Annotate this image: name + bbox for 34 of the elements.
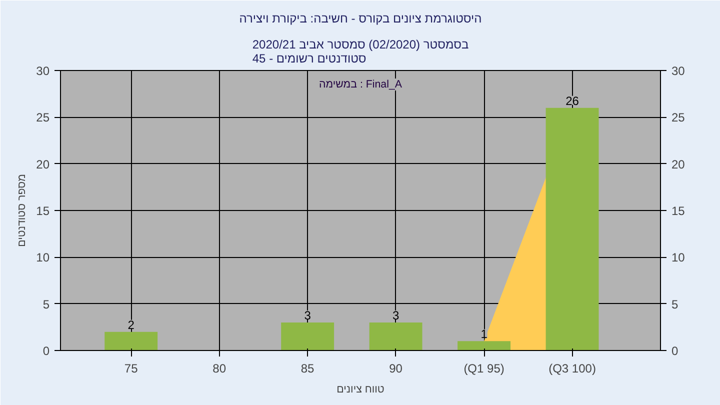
bar [369,322,422,350]
data-label: 3 [304,308,312,322]
y2-tick-label: 15 [672,204,686,218]
y2-tick-label: 0 [672,344,678,358]
chart-title: היסטוגרמת ציונים בקורס - חשיבה: ביקורת ויצירה [239,12,482,26]
bar [281,322,334,350]
x-tick-label: 90 [389,362,403,376]
data-label: 26 [566,94,580,108]
x-tick-label: (Q3 100) [548,362,596,376]
data-label: 3 [392,308,400,322]
x-tick-label: 85 [300,362,315,376]
y-axis-title: מספר סטודנטים [16,174,28,247]
y2-tick-label: 10 [672,250,686,265]
x-axis-title: טווח ציונים [336,384,384,396]
y2-tick-label: 20 [672,157,686,172]
y-tick-label: 5 [42,297,50,312]
y-tick-label: 15 [36,204,50,218]
x-tick-label: (Q1 95) [464,362,504,376]
data-label: 2 [128,318,135,332]
y-tick-label: 25 [36,110,50,125]
y-tick-label: 20 [36,157,50,172]
y2-tick-label: 5 [672,297,678,312]
annotation: במשימה : Final_A [318,78,403,90]
bar [458,341,510,350]
y-tick-label: 10 [36,250,50,265]
y2-tick-label: 25 [672,110,686,125]
data-label: 1 [480,327,488,342]
x-tick-label: 80 [212,362,226,376]
bar [104,332,158,350]
x-tick-label: 75 [124,362,138,376]
y2-tick-label: 30 [672,64,686,78]
y-tick-label: 30 [36,64,50,78]
y-tick-label: 0 [42,344,50,358]
chart-subtitle: בסמסטר (02/2020) סמסטר אביב 2020/21 סטודנטים רשומים - 45 [252,38,469,66]
